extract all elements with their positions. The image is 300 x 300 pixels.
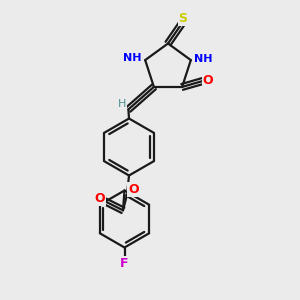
Text: O: O [202, 74, 213, 86]
Text: NH: NH [123, 53, 142, 63]
Text: O: O [94, 192, 105, 206]
Text: H: H [118, 99, 126, 109]
Text: F: F [120, 257, 129, 270]
Text: S: S [178, 11, 188, 25]
Text: O: O [128, 183, 139, 196]
Text: NH: NH [194, 54, 213, 64]
